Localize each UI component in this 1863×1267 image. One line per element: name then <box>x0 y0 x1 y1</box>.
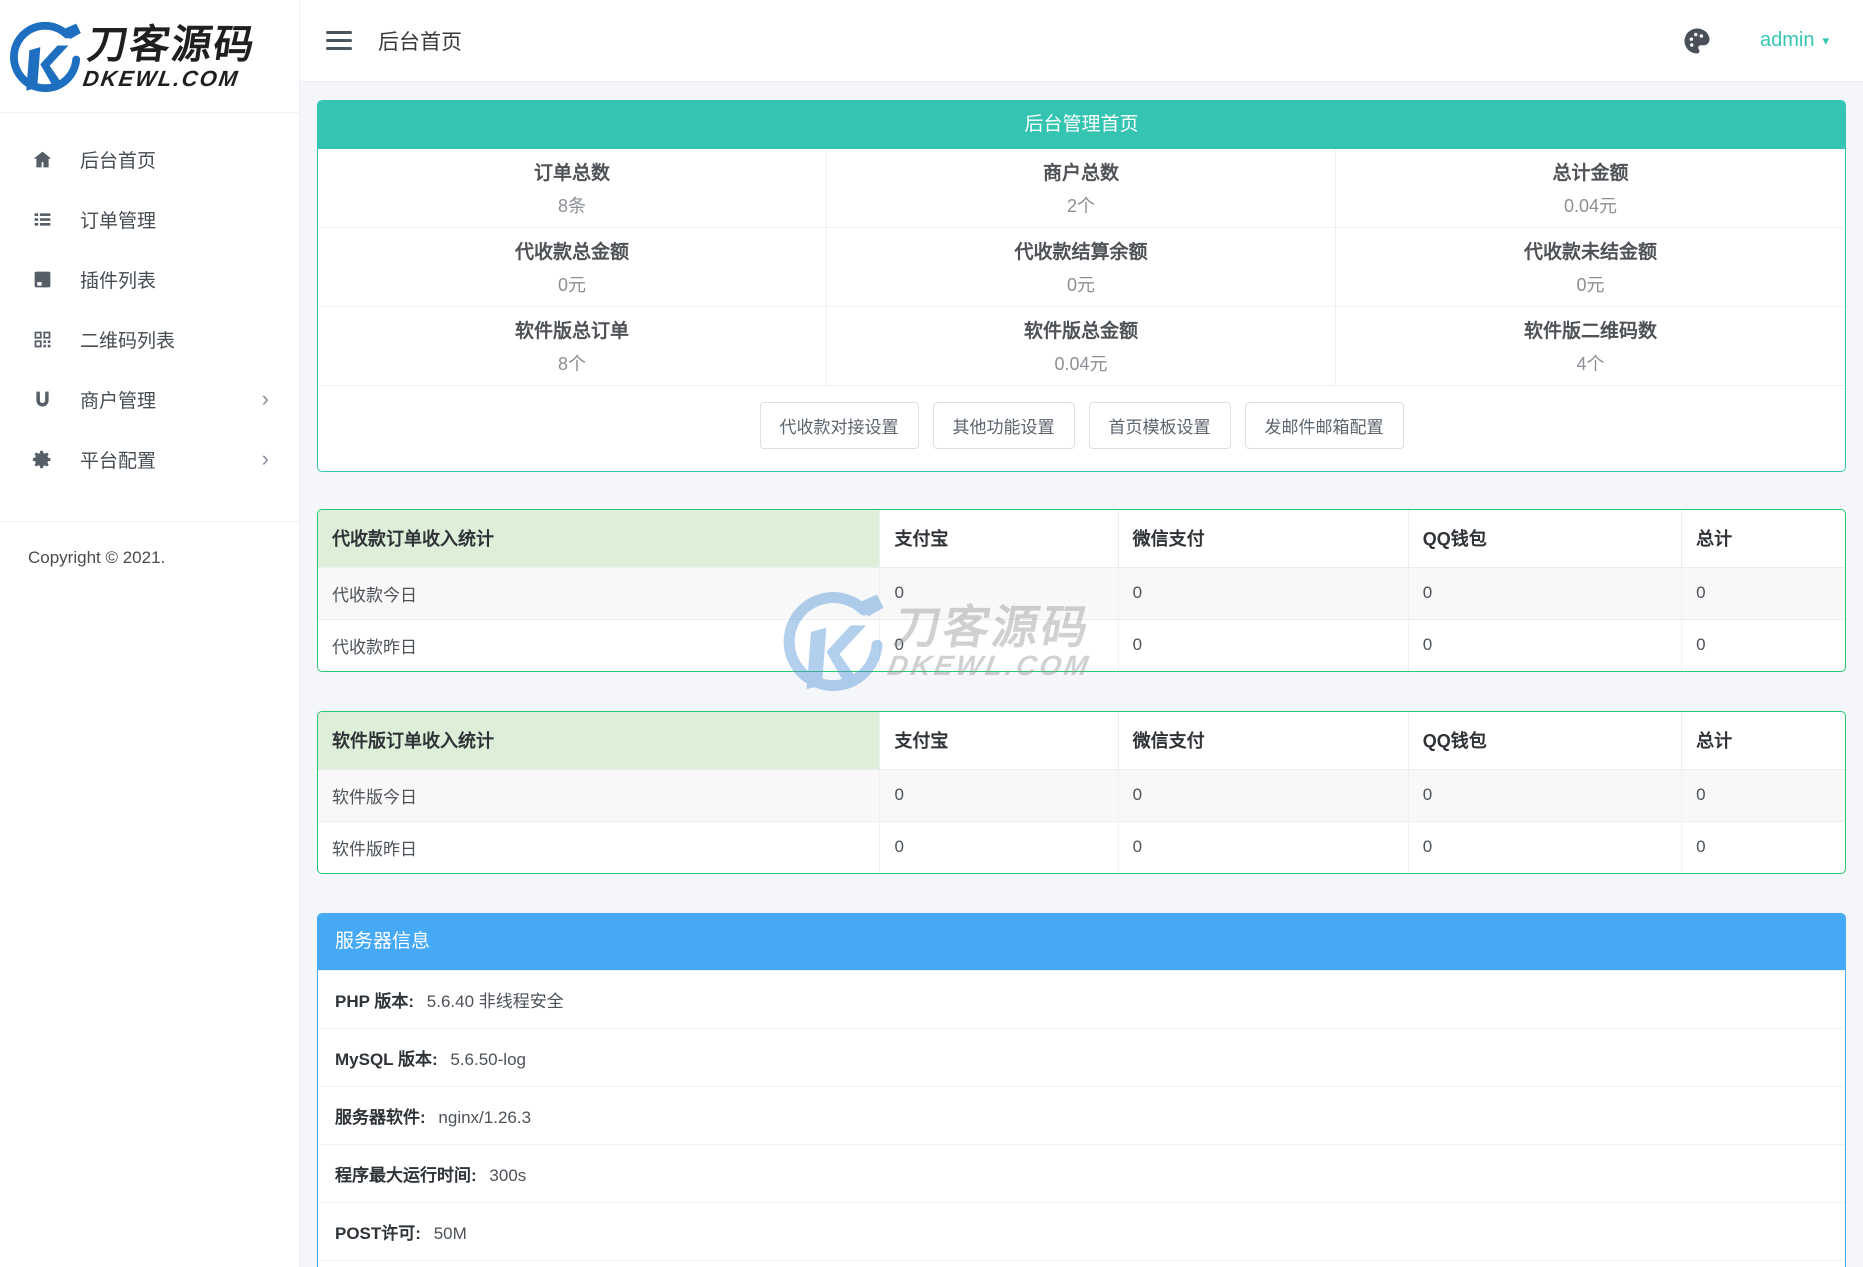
stat-total-merchants: 商户总数 2个 <box>827 149 1336 228</box>
col-total: 总计 <box>1696 731 1733 752</box>
col-wechat: 微信支付 <box>1118 510 1409 567</box>
user-dropdown[interactable]: admin ▾ <box>1760 29 1829 52</box>
sidebar-item-merchants[interactable]: 商户管理 › <box>0 369 299 429</box>
homepage-template-button[interactable]: 首页模板设置 <box>1088 402 1231 449</box>
chevron-right-icon: › <box>261 446 269 471</box>
caret-down-icon: ▾ <box>1822 32 1829 48</box>
list-icon <box>30 208 54 230</box>
server-row-php: PHP 版本: 5.6.40 非线程安全 <box>318 970 1845 1028</box>
sidebar-item-label: 订单管理 <box>80 210 157 232</box>
stats-grid: 订单总数 8条 商户总数 2个 总计金额 0.04元 代收款总金额 0元 <box>318 149 1845 386</box>
collection-income-card: 代收款订单收入统计 支付宝 微信支付 QQ钱包 总计 代收款今日 0 0 0 <box>317 509 1846 672</box>
col-alipay: 支付宝 <box>879 510 1119 567</box>
col-alipay: 支付宝 <box>879 712 1119 769</box>
brand-title: 刀客源码 <box>84 23 259 67</box>
sidebar-item-orders[interactable]: 订单管理 <box>0 189 299 249</box>
sidebar-item-dashboard[interactable]: 后台首页 <box>0 129 299 189</box>
collection-income-table: 代收款订单收入统计 支付宝 微信支付 QQ钱包 总计 代收款今日 0 0 0 <box>318 510 1845 671</box>
server-row-webserver: 服务器软件: nginx/1.26.3 <box>318 1086 1845 1144</box>
other-settings-button[interactable]: 其他功能设置 <box>932 402 1075 449</box>
software-income-table: 软件版订单收入统计 支付宝 微信支付 QQ钱包 总计 软件版今日 0 0 0 <box>318 712 1845 873</box>
plugin-icon <box>30 268 54 290</box>
topbar: 后台首页 admin ▾ <box>300 0 1863 82</box>
sidebar-menu: 后台首页 订单管理 插件列表 二维码列表 <box>0 113 299 489</box>
stat-collection-settled: 代收款结算余额 0元 <box>827 228 1336 307</box>
sidebar-item-platform-config[interactable]: 平台配置 › <box>0 429 299 489</box>
username: admin <box>1759 29 1815 51</box>
sidebar-item-label: 商户管理 <box>80 390 157 412</box>
sidebar-divider <box>0 521 299 522</box>
sidebar-item-qrcodes[interactable]: 二维码列表 <box>0 309 299 369</box>
main-content: 后台管理首页 订单总数 8条 商户总数 2个 总计金额 0.04元 <box>300 82 1863 1267</box>
col-wechat: 微信支付 <box>1118 712 1409 769</box>
home-icon <box>30 148 54 170</box>
brand-emblem-icon <box>10 21 81 93</box>
stat-collection-unsettled: 代收款未结金额 0元 <box>1336 228 1845 307</box>
table-title: 软件版订单收入统计 <box>318 712 881 769</box>
overview-card: 后台管理首页 订单总数 8条 商户总数 2个 总计金额 0.04元 <box>317 100 1846 472</box>
col-total: 总计 <box>1696 529 1733 550</box>
stat-collection-total: 代收款总金额 0元 <box>318 228 827 307</box>
copyright-text: Copyright © 2021. <box>28 548 166 567</box>
stat-total-orders: 订单总数 8条 <box>318 149 827 228</box>
email-config-button[interactable]: 发邮件邮箱配置 <box>1244 402 1404 449</box>
table-title: 代收款订单收入统计 <box>318 510 881 567</box>
sidebar-item-label: 平台配置 <box>80 450 157 472</box>
sidebar: 刀客源码 DKEWL.COM 后台首页 订单管理 插件列 <box>0 0 300 1267</box>
table-row: 代收款昨日 0 0 0 0 <box>318 618 1845 671</box>
gear-icon <box>30 448 54 470</box>
server-info-card: 服务器信息 PHP 版本: 5.6.40 非线程安全 MySQL 版本: 5.6… <box>317 913 1846 1267</box>
collection-settings-button[interactable]: 代收款对接设置 <box>759 402 919 449</box>
chevron-right-icon: › <box>261 386 269 411</box>
table-row: 代收款今日 0 0 0 0 <box>318 566 1845 619</box>
brand-subtitle: DKEWL.COM <box>81 66 241 91</box>
overview-card-title: 后台管理首页 <box>318 101 1845 149</box>
stat-total-amount: 总计金额 0.04元 <box>1336 149 1845 228</box>
sidebar-item-label: 插件列表 <box>80 270 157 292</box>
brand-logo[interactable]: 刀客源码 DKEWL.COM <box>0 0 299 113</box>
stat-software-orders: 软件版总订单 8个 <box>318 307 827 386</box>
server-row-mysql: MySQL 版本: 5.6.50-log <box>318 1028 1845 1086</box>
table-row: 软件版今日 0 0 0 0 <box>318 768 1845 821</box>
sidebar-item-plugins[interactable]: 插件列表 <box>0 249 299 309</box>
palette-icon[interactable] <box>1682 26 1712 56</box>
server-row-upload-limit: 文件上传许可: 50M <box>318 1260 1845 1267</box>
magnet-icon <box>30 388 54 410</box>
page-title: 后台首页 <box>378 30 462 54</box>
hamburger-menu-icon[interactable] <box>326 26 352 55</box>
server-row-max-exec-time: 程序最大运行时间: 300s <box>318 1144 1845 1202</box>
software-income-card: 软件版订单收入统计 支付宝 微信支付 QQ钱包 总计 软件版今日 0 0 0 <box>317 711 1846 874</box>
qrcode-icon <box>30 328 54 350</box>
sidebar-item-label: 后台首页 <box>80 150 157 172</box>
server-info-title: 服务器信息 <box>318 914 1845 970</box>
stat-software-qrcodes: 软件版二维码数 4个 <box>1336 307 1845 386</box>
sidebar-item-label: 二维码列表 <box>80 330 176 352</box>
settings-button-row: 代收款对接设置 其他功能设置 首页模板设置 发邮件邮箱配置 <box>318 386 1845 471</box>
server-row-post-limit: POST许可: 50M <box>318 1202 1845 1260</box>
stat-software-amount: 软件版总金额 0.04元 <box>827 307 1336 386</box>
col-qq-wallet: QQ钱包 <box>1408 510 1683 567</box>
col-qq-wallet: QQ钱包 <box>1408 712 1683 769</box>
table-row: 软件版昨日 0 0 0 0 <box>318 820 1845 873</box>
